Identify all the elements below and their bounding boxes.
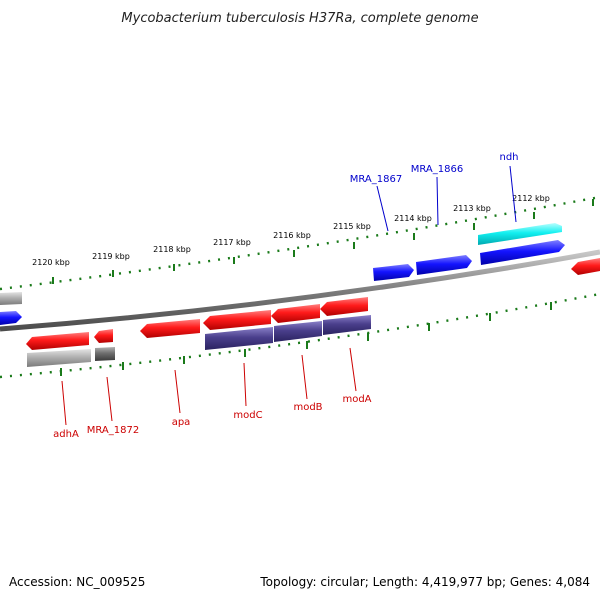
gene-label-mra1872[interactable]: MRA_1872 — [87, 425, 139, 436]
forward-labels: ndh MRA_1866 MRA_1867 — [350, 152, 519, 185]
gene-label-adhA[interactable]: adhA — [53, 429, 79, 440]
gene-arrow[interactable] — [571, 258, 600, 275]
genome-title: Mycobacterium tuberculosis H37Ra, comple… — [121, 11, 478, 26]
genome-backbone — [0, 249, 600, 332]
gene-label-modC[interactable]: modC — [233, 410, 262, 421]
leader-mra1866 — [436, 176, 439, 226]
gene-arrow[interactable] — [0, 311, 22, 325]
leader-modC — [243, 362, 247, 407]
outer-scale-dots — [0, 195, 600, 291]
protein-track-modA[interactable] — [323, 315, 371, 335]
protein-track-modC[interactable] — [205, 327, 273, 350]
leader-modB — [301, 354, 308, 400]
outer-major-tick — [592, 199, 594, 206]
inner-major-tick — [244, 349, 246, 357]
inner-major-tick — [306, 341, 308, 349]
inner-major-tick — [60, 368, 62, 376]
gene-label-modA[interactable]: modA — [342, 394, 371, 405]
gene-arrow-mra1866[interactable] — [416, 255, 472, 275]
leader-mra1867 — [376, 185, 389, 232]
gene-label-mra1866[interactable]: MRA_1866 — [411, 164, 463, 175]
scale-tick-label: 2113 kbp — [453, 204, 491, 213]
reverse-labels: adhA MRA_1872 apa modC modB modA — [53, 394, 372, 440]
inner-scale-dots — [0, 292, 600, 379]
gene-arrow-apa[interactable] — [140, 319, 200, 338]
gene-arrow-modA[interactable] — [320, 297, 368, 316]
outer-major-tick — [233, 257, 235, 264]
reverse-genes — [26, 297, 371, 367]
outer-major-tick — [473, 223, 475, 230]
outer-scale-track — [0, 195, 600, 291]
inner-major-tick — [428, 323, 430, 331]
leader-mra1872 — [106, 376, 113, 422]
leader-modA — [349, 347, 357, 392]
scale-tick-label: 2120 kbp — [32, 258, 70, 267]
inner-major-tick — [367, 333, 369, 341]
scale-tick-label: 2112 kbp — [512, 194, 550, 203]
scale-tick-label: 2117 kbp — [213, 238, 251, 247]
inner-major-tick — [122, 362, 124, 370]
leader-apa — [174, 369, 181, 414]
protein-track-modB[interactable] — [274, 321, 322, 342]
inner-major-tick — [183, 356, 185, 364]
gene-arrow[interactable] — [0, 292, 22, 305]
genome-summary-text: Topology: circular; Length: 4,419,977 bp… — [259, 575, 590, 589]
outer-major-tick — [353, 242, 355, 249]
forward-genes — [0, 223, 600, 325]
gene-arrow-mra1867[interactable] — [373, 264, 414, 281]
gene-arrow-mra1872[interactable] — [94, 329, 113, 343]
scale-tick-label: 2119 kbp — [92, 252, 130, 261]
gene-arrow-mra1872-pseudo[interactable] — [95, 347, 115, 361]
leader-ndh — [509, 165, 517, 223]
inner-scale-track — [0, 292, 600, 379]
scale-tick-label: 2116 kbp — [273, 231, 311, 240]
outer-major-tick — [112, 270, 114, 277]
gene-arrow-ndh[interactable] — [480, 240, 565, 265]
scale-tick-label: 2118 kbp — [153, 245, 191, 254]
gene-label-mra1867[interactable]: MRA_1867 — [350, 174, 402, 185]
scale-tick-label: 2114 kbp — [394, 214, 432, 223]
gene-label-modB[interactable]: modB — [293, 402, 322, 413]
gene-arrow-adhA[interactable] — [26, 332, 89, 350]
outer-major-tick — [413, 233, 415, 240]
forward-leaders — [376, 165, 517, 232]
gene-arrow-modC[interactable] — [203, 310, 271, 330]
outer-major-tick — [533, 212, 535, 219]
gene-arrow-ndh-rna[interactable] — [478, 223, 562, 245]
gene-label-apa[interactable]: apa — [172, 417, 191, 428]
accession-text: Accession: NC_009525 — [9, 575, 145, 589]
inner-major-tick — [489, 313, 491, 321]
gene-arrow-modB[interactable] — [271, 304, 320, 323]
leader-adhA — [61, 380, 67, 426]
outer-major-tick — [173, 264, 175, 271]
scale-tick-label: 2115 kbp — [333, 222, 371, 231]
outer-major-tick — [52, 277, 54, 284]
gene-label-ndh[interactable]: ndh — [499, 152, 518, 163]
inner-major-tick — [550, 302, 552, 310]
outer-major-tick — [293, 250, 295, 257]
gene-arrow-adhA-pseudo[interactable] — [27, 349, 91, 367]
scale-labels: 2112 kbp 2113 kbp 2114 kbp 2115 kbp 2116… — [32, 194, 550, 267]
reverse-leaders — [61, 347, 357, 426]
